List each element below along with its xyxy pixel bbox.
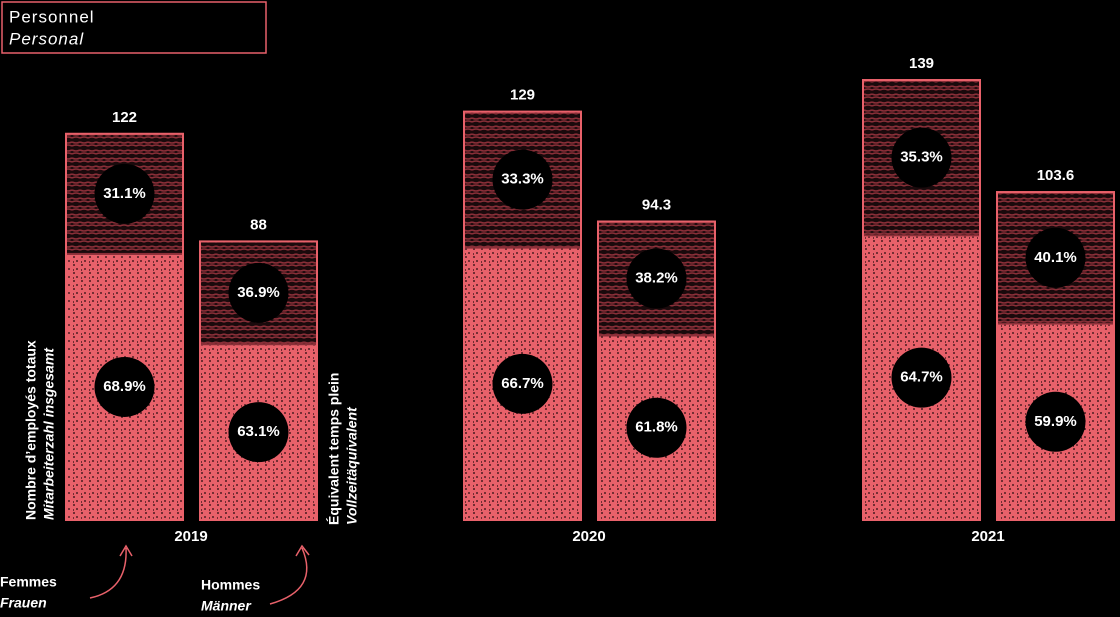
- bar-label: Vollzeitäquivalent: [344, 406, 360, 525]
- label-circle: [626, 248, 687, 309]
- value-label: 66.7%: [501, 375, 544, 392]
- chart-title: Personnel: [9, 7, 95, 26]
- bar-outline: [463, 110, 582, 522]
- value-label: 38.2%: [635, 269, 678, 286]
- x-tick-label: 2019: [174, 528, 207, 545]
- bar-label: Équivalent temps plein: [326, 373, 342, 525]
- value-label: 40.1%: [1034, 249, 1077, 266]
- chart-subtitle: Personal: [9, 29, 84, 48]
- value-label: 31.1%: [103, 185, 146, 202]
- label-circle: [492, 353, 553, 414]
- total-label: 129: [510, 87, 535, 104]
- bar-outline: [862, 79, 981, 521]
- total-label: 94.3: [642, 196, 671, 213]
- label-circle: [1025, 391, 1086, 452]
- bar-label: Nombre d’employés totaux: [23, 340, 39, 520]
- value-label: 36.9%: [237, 284, 280, 301]
- value-label: 59.9%: [1034, 413, 1077, 430]
- value-label: 35.3%: [900, 149, 943, 166]
- legend-label: Frauen: [0, 595, 47, 611]
- label-circle: [1025, 227, 1086, 288]
- value-label: 64.7%: [900, 369, 943, 386]
- bar-outline: [199, 240, 318, 521]
- value-label: 33.3%: [501, 171, 544, 188]
- legend-arrow: [89, 544, 133, 599]
- x-tick-label: 2021: [971, 528, 1004, 545]
- bar-outline: [65, 132, 184, 521]
- bar-label: Mitarbeiterzahl insgesamt: [41, 347, 57, 520]
- label-circle: [891, 127, 952, 188]
- label-circle: [626, 397, 687, 458]
- value-label: 68.9%: [103, 378, 146, 395]
- bar-outline: [597, 220, 716, 521]
- legend-label: Hommes: [201, 577, 260, 593]
- total-label: 122: [112, 109, 137, 126]
- total-label: 88: [250, 216, 267, 233]
- total-label: 139: [909, 55, 934, 72]
- label-circle: [94, 356, 155, 417]
- total-label: 103.6: [1037, 167, 1075, 184]
- bar-outline: [996, 191, 1115, 521]
- label-circle: [228, 262, 289, 323]
- title-box: [1, 1, 267, 54]
- legend-label: Femmes: [0, 574, 57, 590]
- legend-arrow: [269, 544, 310, 605]
- label-circle: [492, 149, 553, 210]
- legend-label: Männer: [201, 598, 252, 614]
- label-circle: [891, 347, 952, 408]
- value-label: 61.8%: [635, 419, 678, 436]
- x-tick-label: 2020: [572, 528, 605, 545]
- value-label: 63.1%: [237, 423, 280, 440]
- label-circle: [94, 163, 155, 224]
- label-circle: [228, 402, 289, 463]
